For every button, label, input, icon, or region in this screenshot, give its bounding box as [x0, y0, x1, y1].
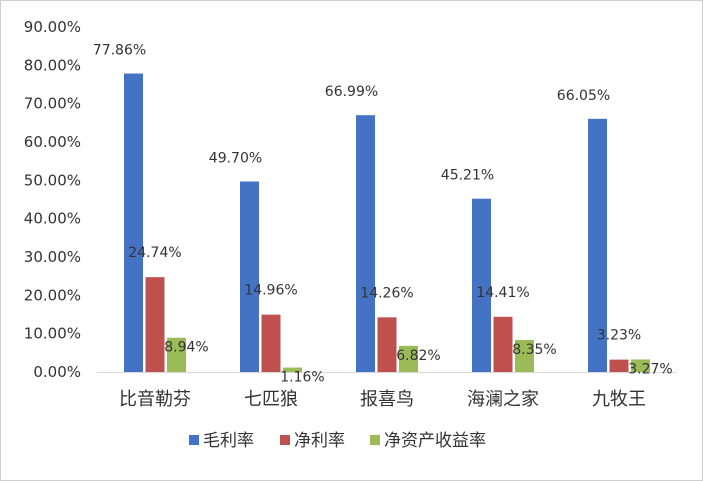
- bar-gross-margin: [240, 181, 259, 372]
- y-tick-label: 80.00%: [24, 56, 81, 74]
- bar-gross-margin: [588, 118, 607, 372]
- legend-label: 净资产收益率: [384, 431, 486, 451]
- bar-roe: [515, 339, 534, 372]
- legend-swatch: [370, 435, 380, 445]
- data-label: 24.74%: [128, 245, 181, 261]
- data-label: 6.82%: [396, 348, 440, 364]
- x-tick-label: 九牧王: [592, 389, 646, 410]
- x-tick-label: 海澜之家: [467, 389, 539, 410]
- bar-gross-margin: [124, 73, 143, 372]
- bar-net-margin: [261, 314, 281, 372]
- bar-gross-margin: [356, 115, 375, 372]
- bar-net-margin: [493, 316, 513, 372]
- data-label: 49.70%: [209, 150, 262, 166]
- y-tick-label: 40.00%: [24, 210, 81, 228]
- bar-net-margin: [377, 317, 397, 372]
- bar-gross-margin: [472, 198, 491, 372]
- legend-label: 净利率: [294, 431, 345, 451]
- legend-swatch: [280, 435, 290, 445]
- y-tick-label: 0.00%: [33, 363, 81, 381]
- data-label: 14.96%: [244, 283, 297, 299]
- bar-net-margin: [145, 277, 165, 372]
- y-tick-label: 20.00%: [24, 286, 81, 304]
- y-tick-label: 50.00%: [24, 171, 81, 189]
- legend-swatch: [189, 435, 199, 445]
- data-label: 77.86%: [93, 43, 146, 59]
- data-label: 8.35%: [512, 342, 556, 358]
- legend-label: 毛利率: [203, 431, 254, 451]
- data-label: 1.16%: [280, 370, 324, 386]
- data-label: 14.41%: [476, 285, 529, 301]
- x-tick-label: 七匹狼: [244, 389, 298, 410]
- bar-roe: [283, 367, 302, 372]
- y-tick-label: 30.00%: [24, 248, 81, 266]
- x-tick-label: 报喜鸟: [360, 389, 414, 410]
- data-label: 66.05%: [557, 88, 610, 104]
- data-label: 3.27%: [628, 361, 672, 377]
- data-label: 66.99%: [325, 84, 378, 100]
- bar-net-margin: [609, 359, 629, 372]
- y-tick-label: 90.00%: [24, 18, 81, 36]
- bar-roe: [399, 345, 418, 372]
- data-label: 8.94%: [164, 340, 208, 356]
- y-tick-label: 60.00%: [24, 133, 81, 151]
- data-label: 45.21%: [441, 168, 494, 184]
- y-tick-label: 70.00%: [24, 95, 81, 113]
- x-tick-label: 比音勒芬: [119, 389, 191, 410]
- bar-roe: [167, 337, 186, 372]
- data-label: 3.23%: [597, 328, 641, 344]
- y-tick-label: 10.00%: [24, 325, 81, 343]
- data-label: 14.26%: [360, 285, 413, 301]
- bar-roe: [631, 359, 650, 372]
